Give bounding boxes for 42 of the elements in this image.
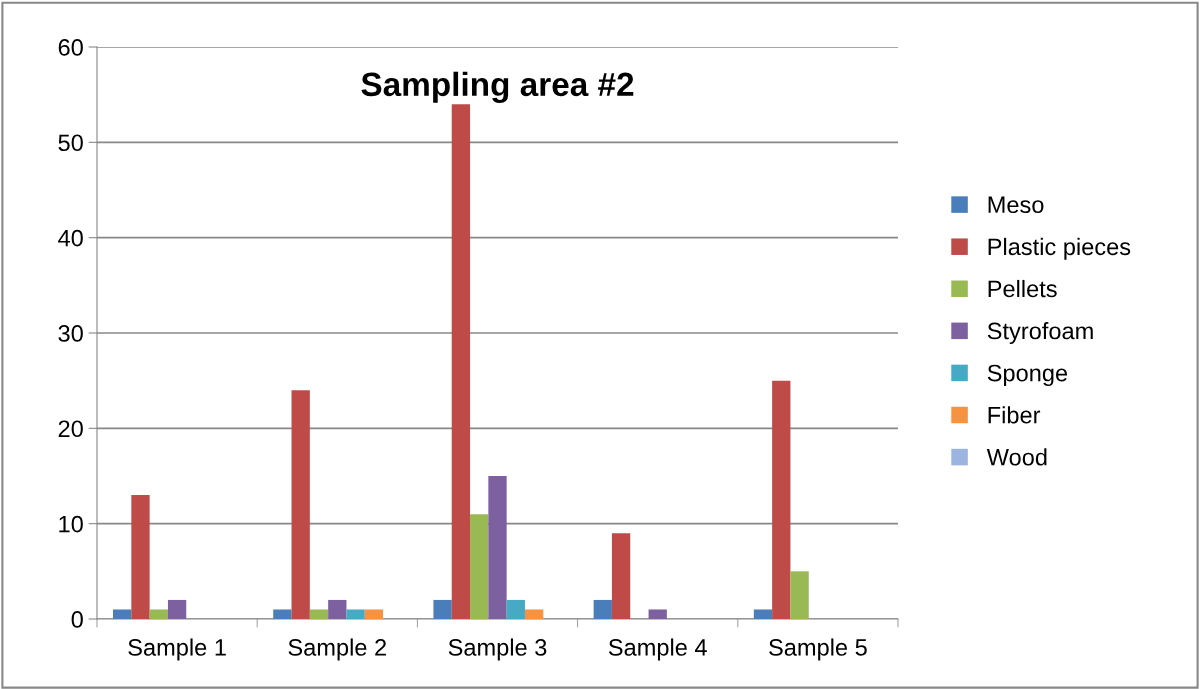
bar <box>364 609 384 619</box>
bar <box>309 609 329 619</box>
y-tick-label: 30 <box>58 325 83 342</box>
bar <box>328 599 347 619</box>
bar <box>167 599 187 619</box>
y-tick-label: 10 <box>59 515 83 533</box>
bar <box>273 609 292 619</box>
x-tick-label: Sample 1 <box>128 638 226 661</box>
bar <box>648 609 667 619</box>
text: Sampling area #2 <box>361 71 634 103</box>
legend-label: Styrofoam <box>987 322 1093 345</box>
bar <box>131 495 150 619</box>
y-tick-label: 50 <box>58 134 83 152</box>
legend-label: Plastic pieces <box>988 237 1131 260</box>
legend-label: Fiber <box>988 406 1041 424</box>
bar <box>451 104 471 619</box>
bar <box>291 390 310 619</box>
bar <box>790 571 809 619</box>
legend-label: Pellets <box>988 279 1057 298</box>
x-tick-label: Sample 2 <box>288 638 386 661</box>
y-tick-label: 20 <box>58 420 83 438</box>
bar <box>470 514 489 619</box>
y-tick-label: 60 <box>58 39 83 56</box>
bar <box>113 609 132 619</box>
legend-label: Meso <box>988 196 1044 214</box>
bar <box>753 609 773 619</box>
bar <box>524 609 544 619</box>
y-tick-label: 0 <box>71 611 83 628</box>
bar <box>611 533 631 619</box>
x-tick-label: Sample 4 <box>608 638 707 661</box>
legend-label: Wood <box>986 448 1047 466</box>
bar <box>772 380 791 619</box>
x-tick-label: Sample 5 <box>769 638 867 661</box>
x-tick-label: Sample 3 <box>448 638 547 661</box>
bar <box>149 609 168 619</box>
legend-label: Sponge <box>987 364 1068 387</box>
bar <box>488 476 507 619</box>
bar <box>433 599 452 619</box>
bar <box>506 599 525 619</box>
y-tick-label: 40 <box>58 229 83 247</box>
bar <box>593 599 612 619</box>
bar <box>346 609 365 619</box>
